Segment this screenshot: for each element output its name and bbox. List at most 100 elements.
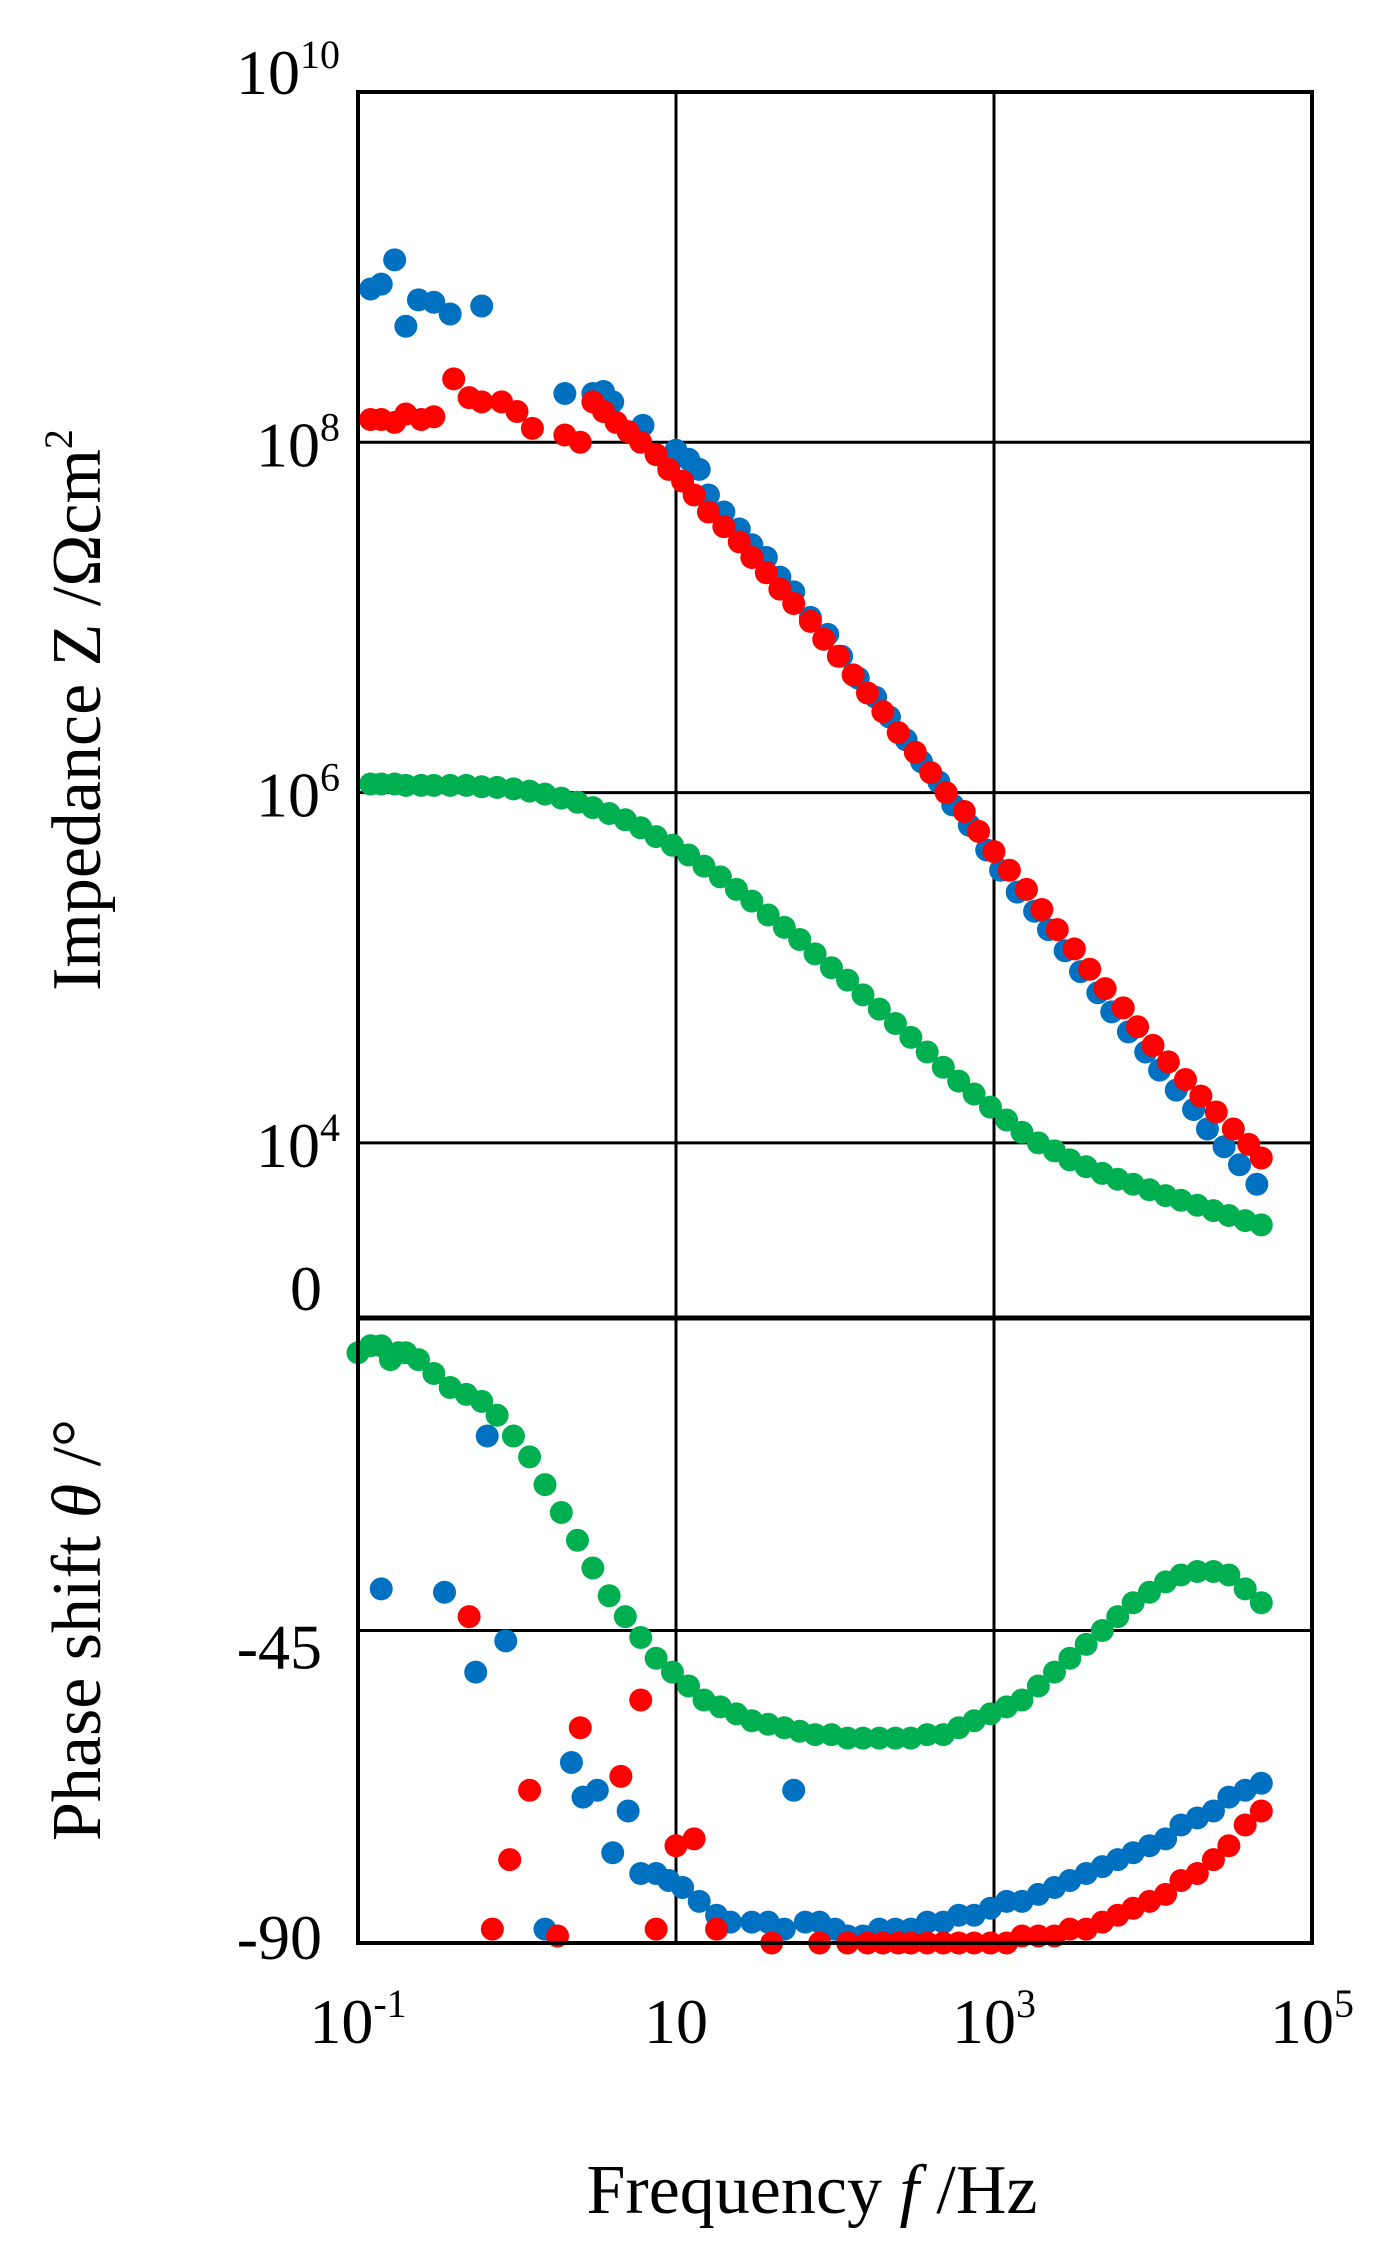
impedance-data-point <box>422 773 446 797</box>
phase-data-point <box>369 1577 393 1601</box>
impedance-series <box>359 248 1273 1237</box>
phase-data-point <box>1201 1848 1225 1872</box>
phase-data-point <box>782 1778 806 1802</box>
impedance-data-point <box>1189 1084 1213 1108</box>
impedance-data-point <box>871 700 895 724</box>
phase-data-point <box>518 1445 542 1469</box>
impedance-data-point <box>712 515 736 539</box>
impedance-data-point <box>812 627 836 651</box>
phase-data-point <box>485 1403 509 1427</box>
phase-data-point <box>1154 1827 1178 1851</box>
phase-data-point <box>609 1764 633 1788</box>
impedance-y-tick-label: 108 <box>256 404 340 480</box>
impedance-data-point <box>899 1025 923 1049</box>
impedance-data-point <box>756 903 780 927</box>
phase-data-point <box>406 1348 430 1372</box>
impedance-data-point <box>438 773 462 797</box>
phase-data-point <box>1154 1882 1178 1906</box>
impedance-data-point <box>1126 1015 1150 1039</box>
phase-data-point <box>915 1723 939 1747</box>
phase-data-point <box>498 1848 522 1872</box>
impedance-data-point <box>1195 1117 1219 1141</box>
impedance-data-point <box>851 983 875 1007</box>
x-axis-label: Frequency f /Hz <box>587 2152 1038 2229</box>
phase-data-point <box>1217 1834 1241 1858</box>
impedance-data-point <box>422 405 446 429</box>
phase-data-point <box>1217 1563 1241 1587</box>
impedance-data-point <box>740 889 764 913</box>
impedance-data-point <box>470 294 494 318</box>
impedance-data-point <box>883 1012 907 1036</box>
impedance-data-point <box>962 1082 986 1106</box>
impedance-data-point <box>520 416 544 440</box>
impedance-data-point <box>553 381 577 405</box>
phase-data-point <box>867 1726 891 1750</box>
phase-data-point <box>1201 1799 1225 1823</box>
impedance-data-point <box>696 500 720 524</box>
phase-data-point <box>433 1580 457 1604</box>
impedance-data-point <box>1062 937 1086 961</box>
phase-data-point <box>687 1889 711 1913</box>
impedance-data-point <box>1141 1033 1165 1057</box>
impedance-data-point <box>1173 1068 1197 1092</box>
impedance-data-point <box>798 609 822 633</box>
phase-data-point <box>494 1629 518 1653</box>
phase-data-point <box>1042 1660 1066 1684</box>
plot-frame <box>356 90 1314 1945</box>
impedance-data-point <box>629 430 653 454</box>
impedance-y-tick-label: 106 <box>256 755 340 831</box>
impedance-data-point <box>1221 1117 1245 1141</box>
phase-data-point <box>1249 1799 1273 1823</box>
impedance-data-point <box>867 997 891 1021</box>
impedance-data-point <box>841 663 865 687</box>
impedance-data-point <box>1045 918 1069 942</box>
phase-data-point <box>660 1660 684 1684</box>
impedance-data-point <box>819 956 843 980</box>
phase-data-point <box>559 1750 583 1774</box>
grid-lines <box>356 90 1314 1945</box>
phase-data-point <box>533 1473 557 1497</box>
impedance-data-point <box>772 915 796 939</box>
impedance-data-point <box>855 681 879 705</box>
impedance-data-point <box>982 840 1006 864</box>
impedance-data-point <box>687 457 711 481</box>
phase-data-point <box>1249 1771 1273 1795</box>
impedance-data-point <box>919 761 943 785</box>
phase-data-point <box>616 1799 640 1823</box>
phase-data-point <box>1026 1674 1050 1698</box>
phase-data-point <box>601 1841 625 1865</box>
phase-data-point <box>740 1910 764 1934</box>
impedance-data-point <box>505 399 529 423</box>
impedance-data-point <box>1249 1213 1273 1237</box>
phase-data-point <box>1233 1577 1257 1601</box>
phase-data-point <box>1058 1917 1082 1941</box>
phase-data-point <box>549 1500 573 1524</box>
impedance-data-point <box>931 1055 955 1079</box>
impedance-data-point <box>1111 996 1135 1020</box>
impedance-data-point <box>1245 1172 1269 1196</box>
impedance-data-point <box>754 561 778 585</box>
phase-y-ticks: 0 -45 -90 <box>237 1253 322 1973</box>
impedance-data-point <box>952 799 976 823</box>
phase-data-point <box>1090 1619 1114 1642</box>
phase-data-point <box>629 1688 653 1712</box>
phase-data-point <box>1249 1591 1273 1615</box>
phase-series <box>346 1334 1273 1955</box>
phase-data-point <box>705 1917 729 1941</box>
impedance-data-point <box>1228 1153 1252 1177</box>
impedance-data-point <box>470 390 494 414</box>
impedance-data-point <box>934 781 958 805</box>
phase-data-point <box>682 1827 706 1851</box>
x-tick-label: 10 <box>644 1986 708 2057</box>
impedance-data-point <box>1093 977 1117 1001</box>
impedance-data-point <box>995 1108 1019 1132</box>
x-tick-label: 105 <box>1270 1981 1354 2057</box>
impedance-y-axis-label: Impedance Z /Ωcm2 <box>36 429 116 991</box>
impedance-y-tick-label: 1010 <box>236 32 340 108</box>
impedance-data-point <box>422 290 446 314</box>
phase-y-tick-label: -45 <box>237 1612 322 1683</box>
impedance-data-point <box>1249 1146 1273 1170</box>
impedance-data-point <box>682 483 706 507</box>
phase-data-point <box>664 1834 688 1858</box>
impedance-data-point <box>947 1069 971 1093</box>
